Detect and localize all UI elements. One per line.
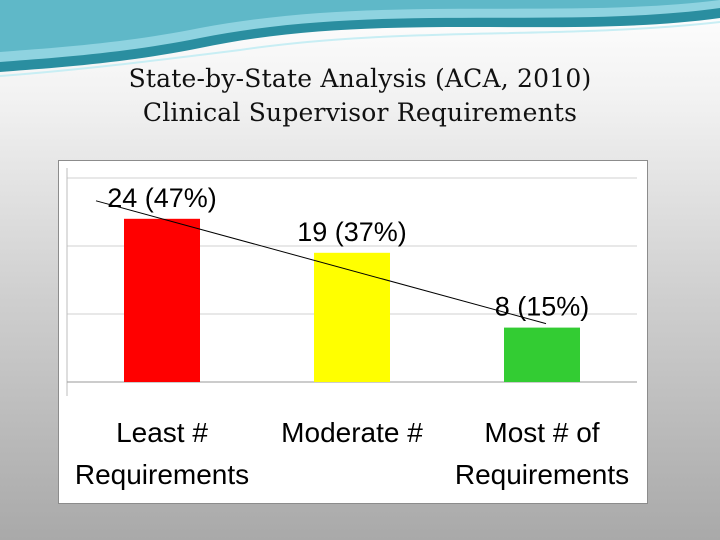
slide-title: State-by-State Analysis (ACA, 2010) Clin… bbox=[0, 62, 720, 130]
bar-1 bbox=[124, 218, 200, 382]
data-label-2: 19 (37%) bbox=[297, 217, 407, 247]
wave-highlight bbox=[0, 0, 720, 52]
category-label-1-line-2: Requirements bbox=[75, 459, 249, 490]
chart-panel: 24 (47%) Least # Requirements 19 (37%) Moder… bbox=[58, 160, 648, 504]
bar-3 bbox=[504, 327, 580, 382]
data-label-3: 8 (15%) bbox=[495, 292, 590, 322]
wave-line bbox=[0, 21, 720, 77]
bar-chart: 24 (47%) Least # Requirements 19 (37%) Moder… bbox=[66, 168, 637, 490]
category-label-3-line-2: Requirements bbox=[455, 459, 629, 490]
category-label-1-line-1: Least # bbox=[116, 417, 208, 448]
slide-title-line2: Clinical Supervisor Requirements bbox=[142, 98, 578, 127]
slide-title-line1: State-by-State Analysis (ACA, 2010) bbox=[128, 64, 592, 93]
trendline bbox=[95, 200, 547, 325]
data-label-1: 24 (47%) bbox=[107, 183, 217, 213]
category-label-3-line-1: Most # of bbox=[484, 417, 599, 448]
bar-2 bbox=[314, 252, 390, 382]
category-label-2-line-1: Moderate # bbox=[281, 417, 423, 448]
header-wave-decoration bbox=[0, 0, 720, 77]
